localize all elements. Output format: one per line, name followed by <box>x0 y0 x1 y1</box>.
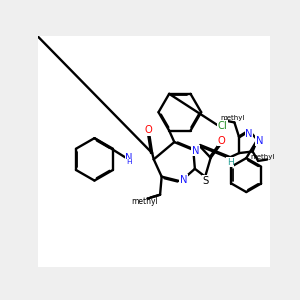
Text: H: H <box>126 157 132 166</box>
Text: N: N <box>192 146 200 156</box>
Text: H: H <box>226 158 233 166</box>
Text: S: S <box>202 176 209 186</box>
Text: N: N <box>125 153 133 163</box>
Text: methyl: methyl <box>251 154 275 160</box>
Text: O: O <box>145 126 152 136</box>
Text: H: H <box>226 158 233 167</box>
Text: N: N <box>180 175 187 185</box>
Text: N: N <box>256 136 263 146</box>
Text: N: N <box>256 136 263 146</box>
Text: O: O <box>218 136 225 146</box>
Text: methyl: methyl <box>220 115 245 121</box>
Text: S: S <box>202 176 209 186</box>
Text: methyl: methyl <box>132 196 158 206</box>
FancyBboxPatch shape <box>38 36 270 267</box>
Text: N: N <box>245 129 253 139</box>
Text: N: N <box>179 175 186 185</box>
Text: N: N <box>192 146 200 156</box>
Text: N: N <box>245 129 253 139</box>
Text: O: O <box>218 136 225 146</box>
Text: Cl: Cl <box>218 121 228 131</box>
Text: O: O <box>145 125 152 135</box>
Text: H: H <box>126 159 132 165</box>
Text: N: N <box>125 153 133 163</box>
Text: Cl: Cl <box>218 121 227 131</box>
